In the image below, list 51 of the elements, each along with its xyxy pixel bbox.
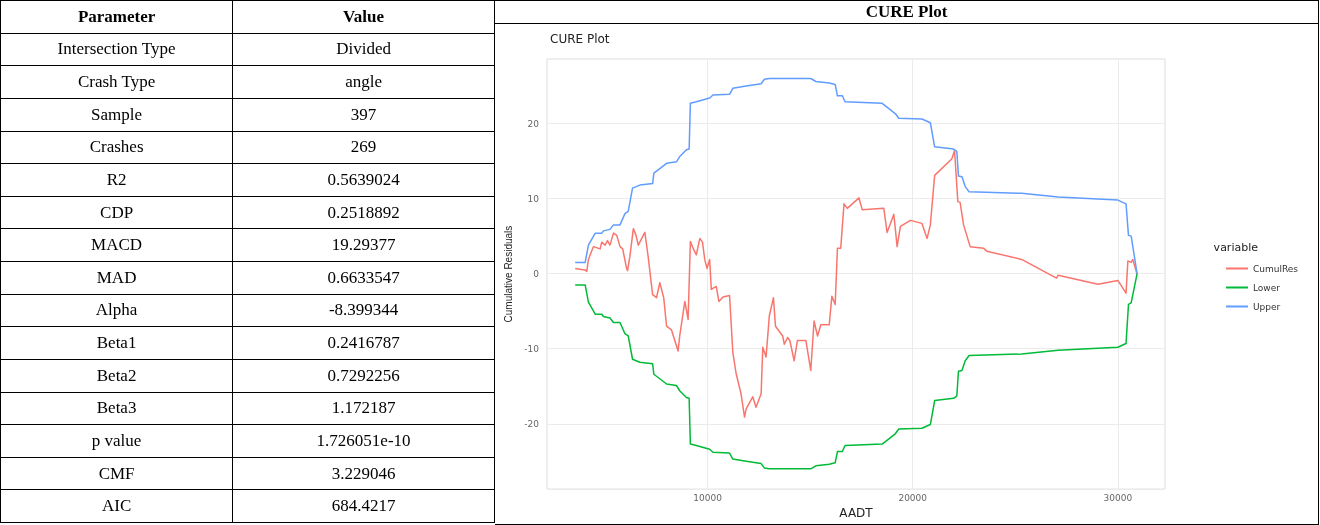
text: 0.6633547: [232, 261, 495, 295]
text: Intersection Type: [0, 33, 233, 66]
legend-label: CumulRes: [1252, 263, 1299, 274]
text: MAD: [0, 261, 233, 295]
text: Alpha: [0, 294, 233, 327]
text: 0.2518892: [232, 196, 495, 229]
y-tick-label: 20: [527, 118, 540, 129]
x-tick-label: 30000: [1103, 492, 1133, 503]
text: 397: [232, 98, 495, 131]
text: p value: [0, 424, 233, 458]
text: Crash Type: [0, 65, 233, 99]
text: Beta3: [0, 392, 233, 425]
text: 1.726051e-10: [232, 424, 495, 458]
text: AIC: [0, 489, 233, 523]
text: Sample: [0, 98, 233, 131]
line-series: [574, 77, 1138, 275]
y-tick-label: -10: [524, 343, 540, 354]
text: CDP: [0, 196, 233, 229]
text: 0.5639024: [232, 163, 495, 197]
text: Beta1: [0, 326, 233, 360]
text: 19.29377: [232, 228, 495, 262]
x-axis-title: AADT: [839, 506, 874, 520]
text: angle: [232, 65, 495, 99]
text: 684.4217: [232, 489, 495, 523]
y-tick-label: 10: [527, 193, 540, 204]
x-tick-label: 10000: [693, 492, 723, 503]
line-series: [574, 272, 1138, 470]
y-axis-title: Cumulative Residuals: [502, 225, 514, 323]
text: -8.399344: [232, 294, 495, 327]
text: 1.172187: [232, 392, 495, 425]
text: CMF: [0, 457, 233, 490]
text: 3.229046: [232, 457, 495, 490]
text: MACD: [0, 228, 233, 262]
legend-label: Upper: [1252, 301, 1281, 312]
legend-title: variable: [1213, 241, 1259, 254]
text: Beta2: [0, 359, 233, 392]
text: Crashes: [0, 131, 233, 164]
legend-label: Lower: [1252, 282, 1281, 293]
text: 269: [232, 131, 495, 164]
line-series: [574, 149, 1138, 418]
text: 0.7292256: [232, 359, 495, 392]
chart-subtitle: CURE Plot: [550, 32, 610, 46]
text: Parameter: [0, 0, 233, 34]
text: 0.2416787: [232, 326, 495, 360]
y-tick-label: -20: [524, 418, 540, 429]
chart-title: CURE Plot: [495, 1, 1318, 24]
text: Value: [232, 0, 495, 34]
x-tick-label: 20000: [898, 492, 928, 503]
text: R2: [0, 163, 233, 197]
text: Divided: [232, 33, 495, 66]
y-tick-label: 0: [533, 268, 540, 279]
